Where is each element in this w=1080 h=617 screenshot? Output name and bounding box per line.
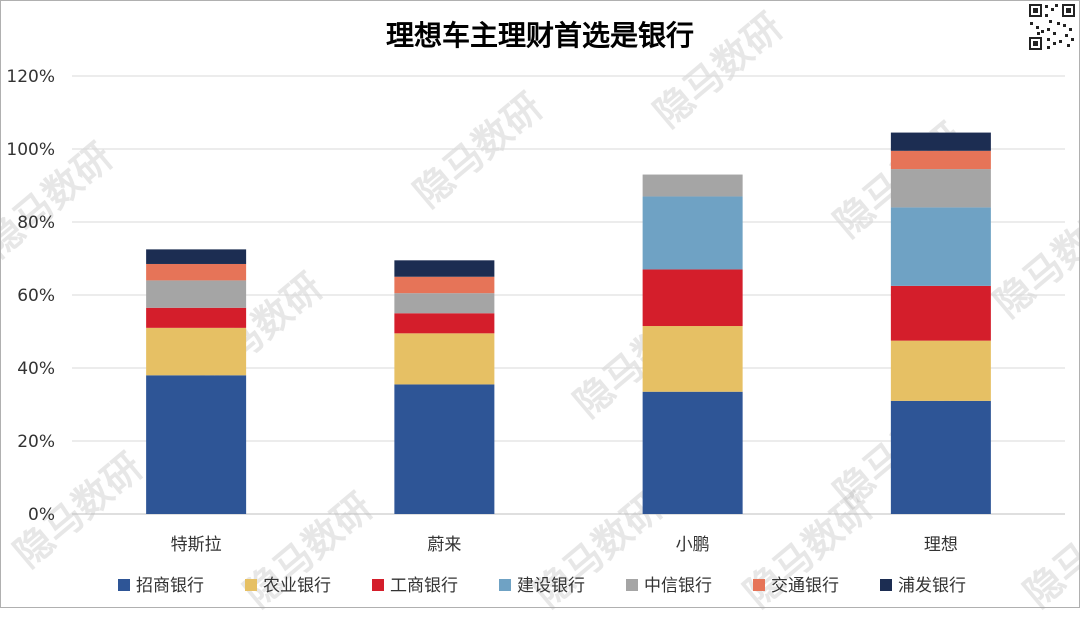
y-tick-label: 80% <box>17 213 55 233</box>
bar-segment <box>642 326 743 392</box>
y-tick-label: 40% <box>17 359 55 379</box>
legend-label: 招商银行 <box>136 576 204 596</box>
bar-segment <box>146 249 247 264</box>
bar-segment <box>146 280 247 308</box>
x-tick-label: 蔚来 <box>427 535 461 555</box>
bar-segment <box>394 333 495 385</box>
bar-segment <box>890 340 991 401</box>
bar-segment <box>642 391 743 514</box>
legend-swatch <box>372 579 384 591</box>
bar-segment <box>146 327 247 376</box>
bar-segment <box>394 384 495 514</box>
legend-swatch <box>753 579 765 591</box>
y-tick-label: 100% <box>6 140 55 160</box>
legend-label: 交通银行 <box>771 576 839 596</box>
bar-segment <box>642 269 743 327</box>
chart-title: 理想车主理财首选是银行 <box>385 19 694 52</box>
bar-segment <box>146 307 247 328</box>
y-tick-label: 60% <box>17 286 55 306</box>
x-tick-label: 特斯拉 <box>171 535 222 555</box>
y-tick-label: 20% <box>17 432 55 452</box>
bar-segment <box>394 293 495 314</box>
legend-swatch <box>626 579 638 591</box>
bar-segment <box>890 150 991 170</box>
bar-segment <box>642 174 743 197</box>
legend-label: 工商银行 <box>390 576 458 596</box>
bar-segment <box>394 313 495 334</box>
bar-segment <box>394 276 495 294</box>
x-tick-label: 理想 <box>924 535 958 555</box>
bar-segment <box>890 132 991 151</box>
y-tick-label: 0% <box>28 505 55 525</box>
bar-segment <box>146 375 247 514</box>
bar-segment <box>890 207 991 286</box>
qr-code-icon <box>1027 2 1077 52</box>
bar-segment <box>394 260 495 277</box>
bar-segment <box>890 169 991 208</box>
bar-segment <box>642 196 743 270</box>
legend-label: 中信银行 <box>644 576 712 596</box>
bar-segment <box>146 263 247 281</box>
legend-swatch <box>118 579 130 591</box>
bar-segment <box>890 285 991 341</box>
legend-label: 建设银行 <box>517 576 585 596</box>
legend-label: 浦发银行 <box>898 576 966 596</box>
legend-swatch <box>245 579 257 591</box>
legend-label: 农业银行 <box>263 576 331 596</box>
legend-swatch <box>499 579 511 591</box>
legend-swatch <box>880 579 892 591</box>
x-tick-label: 小鹏 <box>676 535 710 555</box>
bar-segment <box>890 400 991 514</box>
y-tick-label: 120% <box>6 67 55 87</box>
